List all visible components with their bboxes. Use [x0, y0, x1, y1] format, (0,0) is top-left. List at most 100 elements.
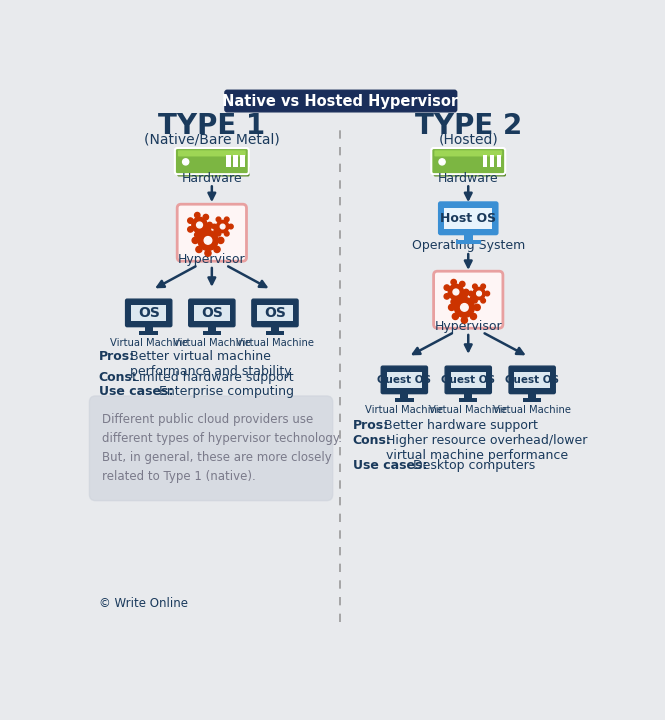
Bar: [523, 398, 541, 402]
FancyBboxPatch shape: [225, 90, 457, 112]
Circle shape: [462, 292, 467, 297]
Bar: [266, 331, 284, 335]
Text: Hypervisor: Hypervisor: [178, 253, 245, 266]
Circle shape: [477, 291, 481, 296]
FancyBboxPatch shape: [126, 300, 172, 327]
Bar: [271, 325, 279, 331]
Text: Hardware: Hardware: [182, 171, 242, 184]
Text: Limited hardware support: Limited hardware support: [128, 372, 293, 384]
Text: Enterprise computing: Enterprise computing: [155, 385, 294, 398]
Circle shape: [195, 212, 200, 218]
Text: OS: OS: [201, 306, 223, 320]
FancyBboxPatch shape: [178, 150, 246, 156]
Circle shape: [197, 222, 202, 228]
Text: Pros:: Pros:: [98, 350, 135, 363]
Text: Virtual Machine: Virtual Machine: [493, 405, 571, 415]
Circle shape: [444, 294, 450, 299]
Text: Guest OS: Guest OS: [505, 375, 559, 385]
Circle shape: [464, 289, 469, 294]
Text: OS: OS: [264, 306, 286, 320]
Circle shape: [195, 232, 200, 238]
Bar: [203, 331, 221, 335]
Circle shape: [216, 217, 221, 222]
FancyBboxPatch shape: [175, 148, 249, 174]
Circle shape: [451, 279, 456, 285]
Text: Different public cloud providers use
different types of hypervisor technology.
B: Different public cloud providers use dif…: [102, 413, 342, 483]
Circle shape: [192, 238, 198, 243]
Circle shape: [216, 231, 221, 236]
Text: Host OS: Host OS: [440, 212, 496, 225]
Bar: [145, 325, 152, 331]
FancyBboxPatch shape: [177, 204, 247, 261]
Circle shape: [481, 284, 485, 289]
Bar: [456, 240, 481, 244]
Bar: [227, 155, 231, 167]
Circle shape: [444, 285, 450, 290]
FancyBboxPatch shape: [439, 202, 497, 234]
Bar: [395, 398, 414, 402]
Circle shape: [214, 246, 220, 253]
Circle shape: [188, 218, 193, 223]
FancyBboxPatch shape: [445, 366, 491, 394]
Text: Desktop computers: Desktop computers: [409, 459, 535, 472]
Circle shape: [183, 159, 189, 165]
Bar: [451, 372, 486, 388]
Circle shape: [217, 220, 229, 233]
Text: (Hosted): (Hosted): [438, 132, 498, 147]
Bar: [459, 398, 477, 402]
Bar: [490, 155, 495, 167]
Circle shape: [212, 224, 217, 229]
Circle shape: [229, 224, 233, 229]
Circle shape: [451, 300, 456, 305]
Bar: [208, 325, 215, 331]
Text: Virtual Machine: Virtual Machine: [365, 405, 444, 415]
Circle shape: [205, 250, 211, 256]
Text: Guest OS: Guest OS: [377, 375, 432, 385]
Text: Use cases:: Use cases:: [352, 459, 427, 472]
Bar: [233, 155, 238, 167]
Text: Virtual Machine: Virtual Machine: [236, 338, 314, 348]
Text: Cons:: Cons:: [98, 372, 138, 384]
Circle shape: [220, 224, 225, 229]
Bar: [140, 331, 158, 335]
FancyBboxPatch shape: [89, 396, 332, 500]
Circle shape: [203, 215, 209, 220]
Circle shape: [198, 230, 218, 251]
FancyBboxPatch shape: [252, 300, 298, 327]
Text: Virtual Machine: Virtual Machine: [429, 405, 507, 415]
Circle shape: [205, 225, 211, 230]
Text: Hardware: Hardware: [438, 171, 499, 184]
Text: Better hardware support: Better hardware support: [380, 419, 539, 432]
Circle shape: [207, 222, 212, 228]
Text: © Write Online: © Write Online: [98, 597, 188, 610]
Bar: [131, 305, 166, 321]
Text: Guest OS: Guest OS: [442, 375, 495, 385]
Bar: [257, 305, 293, 321]
Text: Operating System: Operating System: [412, 239, 525, 252]
Circle shape: [462, 317, 467, 323]
Circle shape: [188, 227, 193, 232]
Circle shape: [470, 295, 477, 302]
Circle shape: [468, 291, 473, 296]
FancyBboxPatch shape: [432, 148, 505, 174]
Circle shape: [460, 297, 465, 302]
Text: Virtual Machine: Virtual Machine: [173, 338, 251, 348]
Circle shape: [196, 228, 202, 235]
Circle shape: [452, 313, 458, 320]
Text: Virtual Machine: Virtual Machine: [110, 338, 188, 348]
Circle shape: [214, 228, 220, 235]
Circle shape: [485, 291, 489, 296]
Circle shape: [224, 231, 229, 236]
Circle shape: [470, 313, 477, 320]
FancyBboxPatch shape: [177, 166, 249, 176]
Circle shape: [481, 298, 485, 303]
Bar: [194, 305, 229, 321]
Text: (Native/Bare Metal): (Native/Bare Metal): [144, 132, 280, 147]
Bar: [386, 372, 422, 388]
Bar: [444, 208, 492, 229]
Circle shape: [224, 217, 229, 222]
Circle shape: [192, 217, 207, 233]
Circle shape: [452, 295, 458, 302]
Text: TYPE 1: TYPE 1: [158, 112, 265, 140]
Text: Better virtual machine
 performance and stability: Better virtual machine performance and s…: [126, 350, 292, 378]
